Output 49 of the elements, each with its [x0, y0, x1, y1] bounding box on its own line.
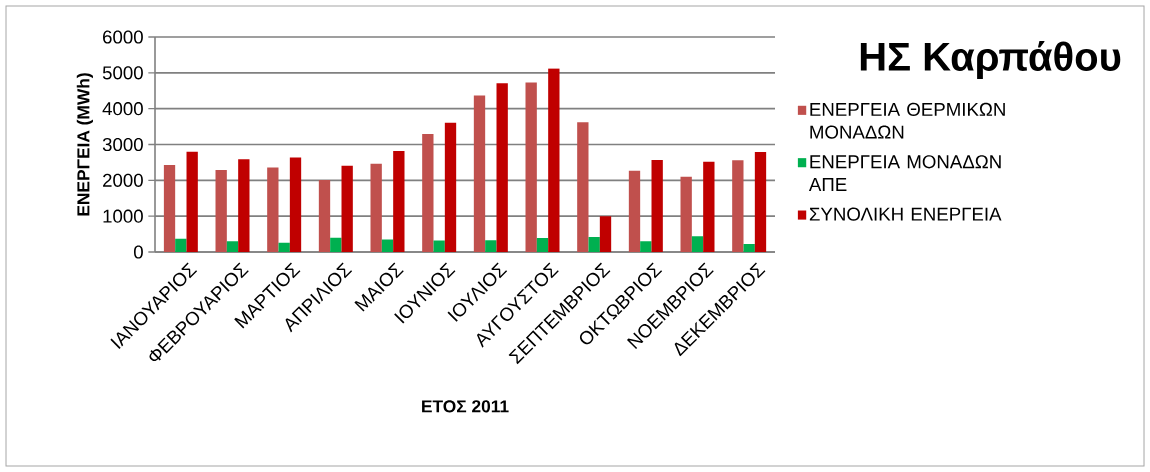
bar [215, 169, 227, 252]
bar [691, 236, 704, 252]
bar [289, 157, 302, 252]
y-tick-label: 6000 [103, 30, 143, 44]
bar [186, 151, 198, 252]
bar [703, 161, 715, 252]
bar [548, 68, 560, 252]
bar [485, 240, 497, 252]
bar [278, 242, 290, 252]
bar [732, 160, 744, 252]
bar [433, 240, 445, 252]
y-tick-label: 2000 [103, 173, 143, 187]
bar [370, 163, 382, 252]
bar [577, 122, 589, 252]
bar [341, 165, 353, 252]
y-tick-label: 0 [133, 245, 143, 259]
bar [267, 167, 279, 252]
bar [640, 241, 652, 252]
text: ΗΣ Καρπάθου [860, 41, 1121, 79]
y-axis-title: ΕΝΕΡΓΕΙΑ (MWh) [76, 73, 93, 216]
y-tick-label: 5000 [102, 66, 143, 80]
bar [163, 164, 176, 252]
legend-label: ΣΥΝΟΛΙΚΗ ΕΝΕΡΓΕΙΑ [809, 207, 1002, 221]
bar [226, 241, 239, 252]
bar [393, 150, 405, 252]
y-tick-label: 1000 [103, 209, 143, 223]
bar [496, 83, 508, 252]
bar [473, 95, 486, 252]
bar [743, 244, 755, 252]
bar [651, 159, 663, 252]
x-axis-title: ΕΤΟΣ 2011 [422, 400, 509, 413]
bar [381, 239, 394, 252]
bar [525, 82, 537, 252]
bar [318, 179, 331, 252]
legend-label: ΕΝΕΡΓΕΙΑ ΜΟΝΑΔΩΝ ΑΠΕ [808, 155, 1001, 191]
legend-label: ΕΝΕΡΓΕΙΑ ΘΕΡΜΙΚΩΝ ΜΟΝΑΔΩΝ [810, 102, 1005, 139]
bar [175, 238, 187, 252]
bar [330, 237, 342, 252]
y-tick-label: 4000 [102, 102, 143, 116]
bar [536, 238, 549, 252]
bar [588, 236, 600, 252]
bar [238, 159, 250, 252]
bar [444, 122, 457, 252]
bar [628, 170, 641, 252]
bar [754, 152, 767, 252]
bar [599, 216, 612, 252]
bar [680, 176, 692, 252]
y-tick-label: 3000 [102, 137, 143, 152]
bar [422, 134, 434, 252]
